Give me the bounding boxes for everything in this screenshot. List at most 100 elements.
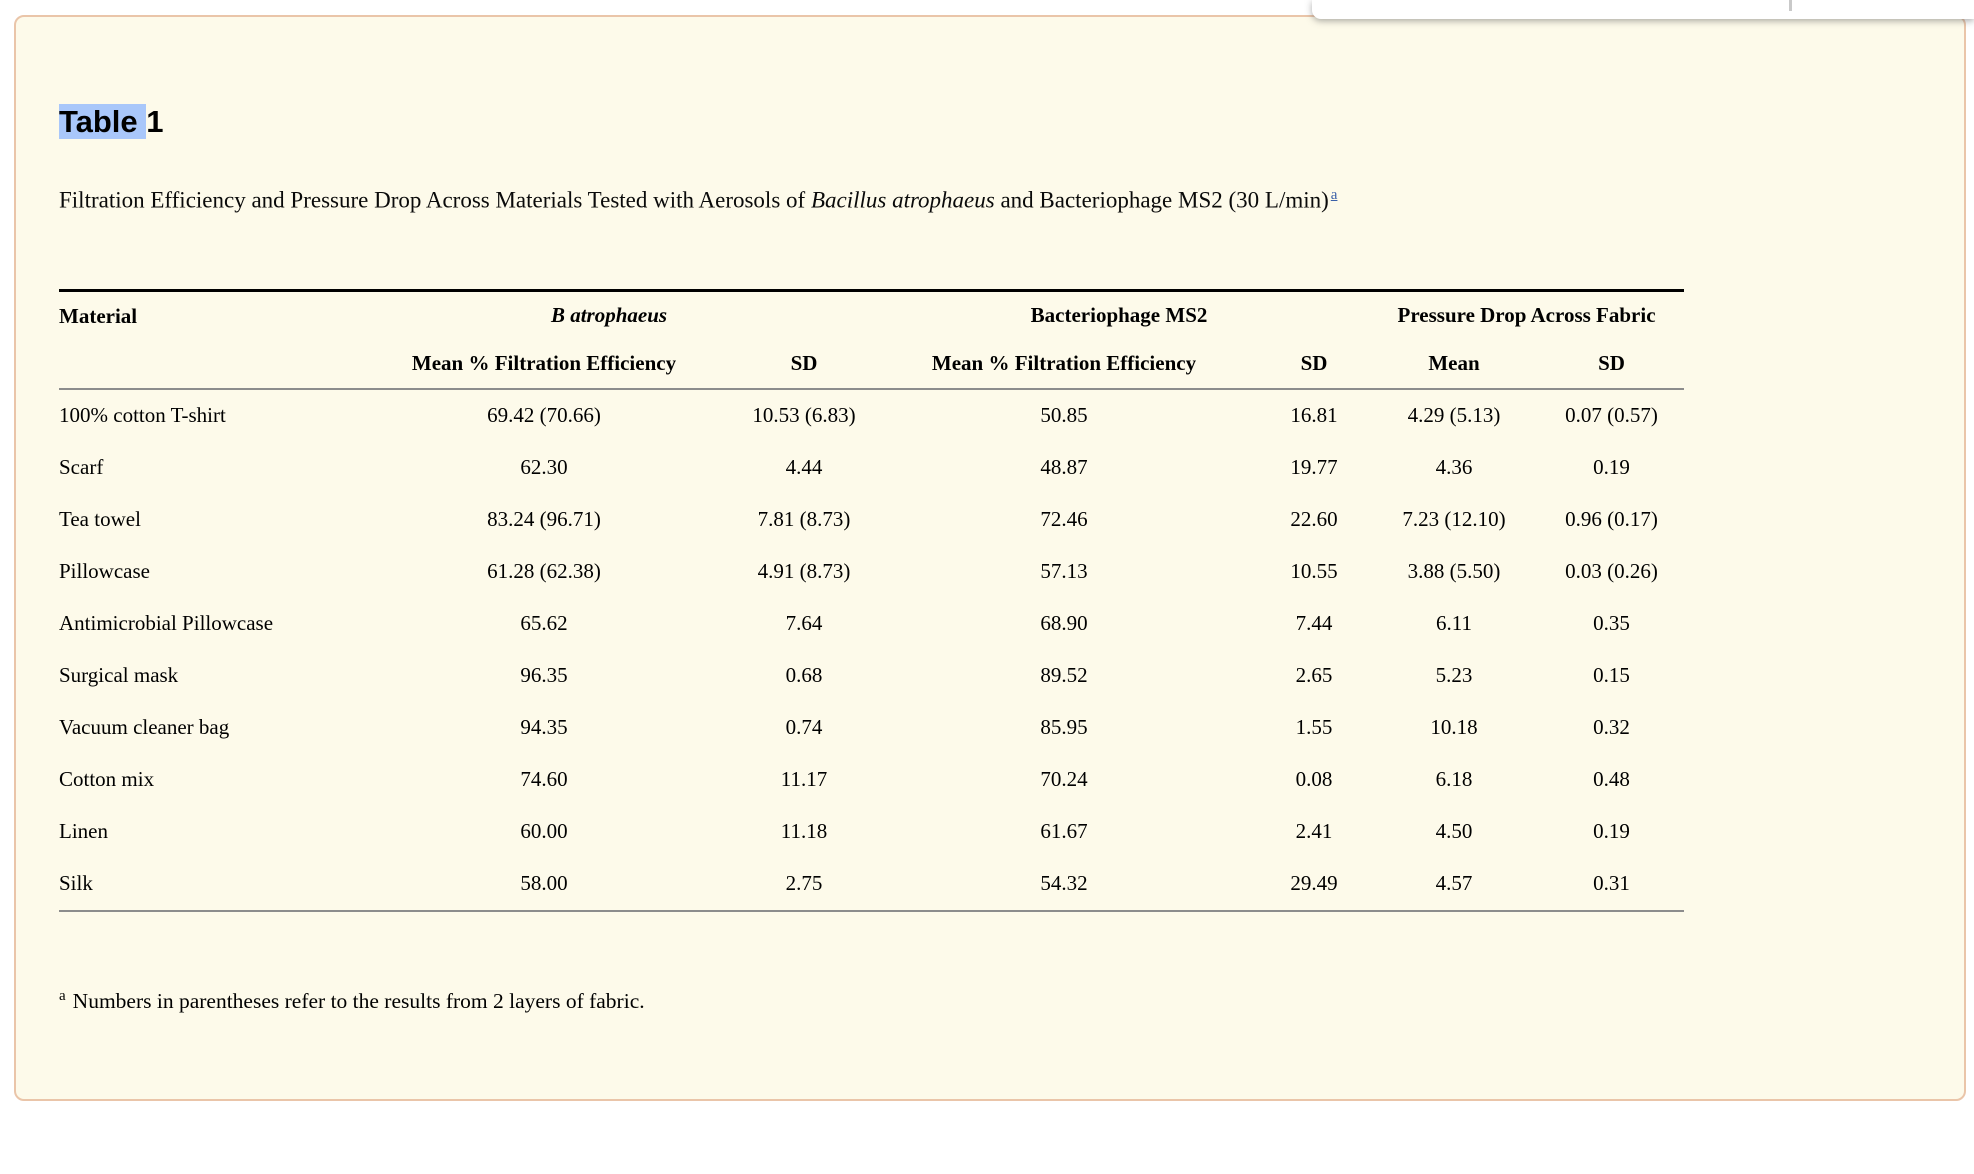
filtration-efficiency-table: Material B atrophaeus Bacteriophage MS2 … bbox=[59, 289, 1685, 912]
value-cell: 22.60 bbox=[1290, 507, 1338, 531]
value-cell: 0.03 (0.26) bbox=[1565, 559, 1658, 583]
material-cell: Pillowcase bbox=[59, 559, 150, 583]
value-cell: 10.18 bbox=[1430, 715, 1478, 739]
value-cell: 57.13 bbox=[1040, 559, 1088, 583]
value-cell: 0.68 bbox=[785, 663, 823, 687]
value-cell: 65.62 bbox=[520, 611, 568, 635]
material-cell: Tea towel bbox=[59, 507, 141, 531]
table-caption: Filtration Efficiency and Pressure Drop … bbox=[59, 179, 1337, 217]
value-cell: 0.96 (0.17) bbox=[1565, 507, 1658, 531]
value-cell: 0.07 (0.57) bbox=[1565, 403, 1658, 427]
value-cell: 7.23 (12.10) bbox=[1402, 507, 1506, 531]
value-cell: 0.32 bbox=[1593, 715, 1630, 739]
table-row: Antimicrobial Pillowcase 65.62 7.64 68.9… bbox=[59, 598, 1684, 650]
value-cell: 4.29 (5.13) bbox=[1407, 403, 1501, 427]
material-cell: Vacuum cleaner bag bbox=[59, 715, 230, 739]
value-cell: 61.28 (62.38) bbox=[487, 559, 601, 583]
value-cell: 74.60 bbox=[520, 767, 568, 791]
table-sub-header-row: Mean % Filtration Efficiency SD Mean % F… bbox=[59, 338, 1685, 390]
table-row: Tea towel 83.24 (96.71) 7.81 (8.73) 72.4… bbox=[59, 494, 1684, 546]
table-row: Surgical mask 96.35 0.68 89.52 2.65 5.23… bbox=[59, 650, 1684, 702]
overlapping-window-fragment bbox=[1312, 0, 1974, 19]
value-cell: 4.50 bbox=[1435, 819, 1473, 843]
value-cell: 6.18 bbox=[1435, 767, 1473, 791]
value-cell: 89.52 bbox=[1040, 663, 1088, 687]
value-cell: 0.19 bbox=[1593, 455, 1630, 479]
table-row: Scarf 62.30 4.44 48.87 19.77 4.36 0.19 bbox=[59, 442, 1684, 494]
material-cell: 100% cotton T-shirt bbox=[59, 403, 226, 427]
value-cell: 2.41 bbox=[1295, 819, 1333, 843]
value-cell: 4.91 (8.73) bbox=[757, 559, 851, 583]
value-cell: 72.46 bbox=[1040, 507, 1088, 531]
value-cell: 29.49 bbox=[1290, 871, 1338, 895]
value-cell: 0.15 bbox=[1593, 663, 1630, 687]
table-row: Linen 60.00 11.18 61.67 2.41 4.50 0.19 bbox=[59, 806, 1684, 858]
value-cell: 19.77 bbox=[1290, 455, 1338, 479]
value-cell: 2.75 bbox=[785, 871, 823, 895]
value-cell: 7.81 (8.73) bbox=[757, 507, 851, 531]
table-row: Vacuum cleaner bag 94.35 0.74 85.95 1.55… bbox=[59, 702, 1684, 754]
column-header-mean-filtration-ms2: Mean % Filtration Efficiency bbox=[869, 338, 1259, 390]
value-cell: 4.57 bbox=[1435, 871, 1473, 895]
value-cell: 96.35 bbox=[520, 663, 568, 687]
value-cell: 3.88 (5.50) bbox=[1407, 559, 1501, 583]
column-header-sd-b: SD bbox=[739, 338, 869, 390]
table-group-header-row: Material B atrophaeus Bacteriophage MS2 … bbox=[59, 290, 1684, 390]
value-cell: 2.65 bbox=[1295, 663, 1333, 687]
footnote-marker: a bbox=[59, 988, 66, 1004]
value-cell: 11.17 bbox=[780, 767, 828, 791]
value-cell: 4.44 bbox=[785, 455, 823, 479]
value-cell: 6.11 bbox=[1436, 611, 1472, 635]
value-cell: 7.44 bbox=[1295, 611, 1333, 635]
table-row: Pillowcase 61.28 (62.38) 4.91 (8.73) 57.… bbox=[59, 546, 1684, 598]
caption-text-start: Filtration Efficiency and Pressure Drop … bbox=[59, 187, 811, 213]
value-cell: 0.35 bbox=[1593, 611, 1630, 635]
value-cell: 68.90 bbox=[1040, 611, 1088, 635]
value-cell: 61.67 bbox=[1040, 819, 1088, 843]
column-header-mean-filtration-b: Mean % Filtration Efficiency bbox=[349, 338, 739, 390]
table-title-number: 1 bbox=[146, 104, 164, 139]
value-cell: 0.08 bbox=[1295, 767, 1333, 791]
value-cell: 0.74 bbox=[785, 715, 823, 739]
group-header-pressure-drop: Pressure Drop Across Fabric bbox=[1397, 302, 1656, 327]
value-cell: 50.85 bbox=[1040, 403, 1088, 427]
value-cell: 10.55 bbox=[1290, 559, 1338, 583]
group-header-b-atrophaeus: B atrophaeus bbox=[550, 302, 668, 327]
table-row: Cotton mix 74.60 11.17 70.24 0.08 6.18 0… bbox=[59, 754, 1684, 806]
species-name-italic: Bacillus atrophaeus bbox=[810, 187, 995, 213]
value-cell: 58.00 bbox=[520, 871, 568, 895]
value-cell: 60.00 bbox=[520, 819, 568, 843]
value-cell: 16.81 bbox=[1290, 403, 1338, 427]
value-cell: 0.31 bbox=[1593, 871, 1630, 895]
value-cell: 1.55 bbox=[1295, 715, 1333, 739]
value-cell: 0.48 bbox=[1593, 767, 1630, 791]
value-cell: 70.24 bbox=[1040, 767, 1088, 791]
table-footnote: a Numbers in parentheses refer to the res… bbox=[59, 981, 645, 1016]
value-cell: 10.53 (6.83) bbox=[752, 403, 856, 427]
column-header-sd-pressure: SD bbox=[1539, 338, 1685, 390]
article-table-panel: Table 1 Filtration Efficiency and Pressu… bbox=[14, 15, 1966, 1101]
value-cell: 4.36 bbox=[1435, 455, 1473, 479]
value-cell: 7.64 bbox=[785, 611, 823, 635]
material-cell: Surgical mask bbox=[59, 663, 179, 687]
table-row: Silk 58.00 2.75 54.32 29.49 4.57 0.31 bbox=[59, 858, 1684, 911]
column-header-sd-ms2: SD bbox=[1259, 338, 1370, 390]
value-cell: 83.24 (96.71) bbox=[487, 507, 601, 531]
value-cell: 0.19 bbox=[1593, 819, 1630, 843]
value-cell: 5.23 bbox=[1435, 663, 1473, 687]
caption-text-end: and Bacteriophage MS2 (30 L/min) bbox=[994, 187, 1329, 213]
value-cell: 62.30 bbox=[520, 455, 568, 479]
column-header-material: Material bbox=[59, 290, 349, 390]
footnote-text: Numbers in parentheses refer to the resu… bbox=[72, 989, 645, 1014]
column-header-mean-pressure: Mean bbox=[1369, 338, 1540, 390]
group-header-bacteriophage-ms2: Bacteriophage MS2 bbox=[1030, 302, 1208, 327]
value-cell: 54.32 bbox=[1040, 871, 1088, 895]
table-title: Table 1 bbox=[59, 101, 164, 143]
table-row: 100% cotton T-shirt 69.42 (70.66) 10.53 … bbox=[59, 389, 1684, 442]
footnote-anchor-link[interactable]: a bbox=[1330, 187, 1338, 203]
material-cell: Linen bbox=[59, 819, 108, 843]
value-cell: 69.42 (70.66) bbox=[487, 403, 601, 427]
value-cell: 11.18 bbox=[780, 819, 828, 843]
material-cell: Silk bbox=[59, 871, 93, 895]
value-cell: 48.87 bbox=[1040, 455, 1088, 479]
